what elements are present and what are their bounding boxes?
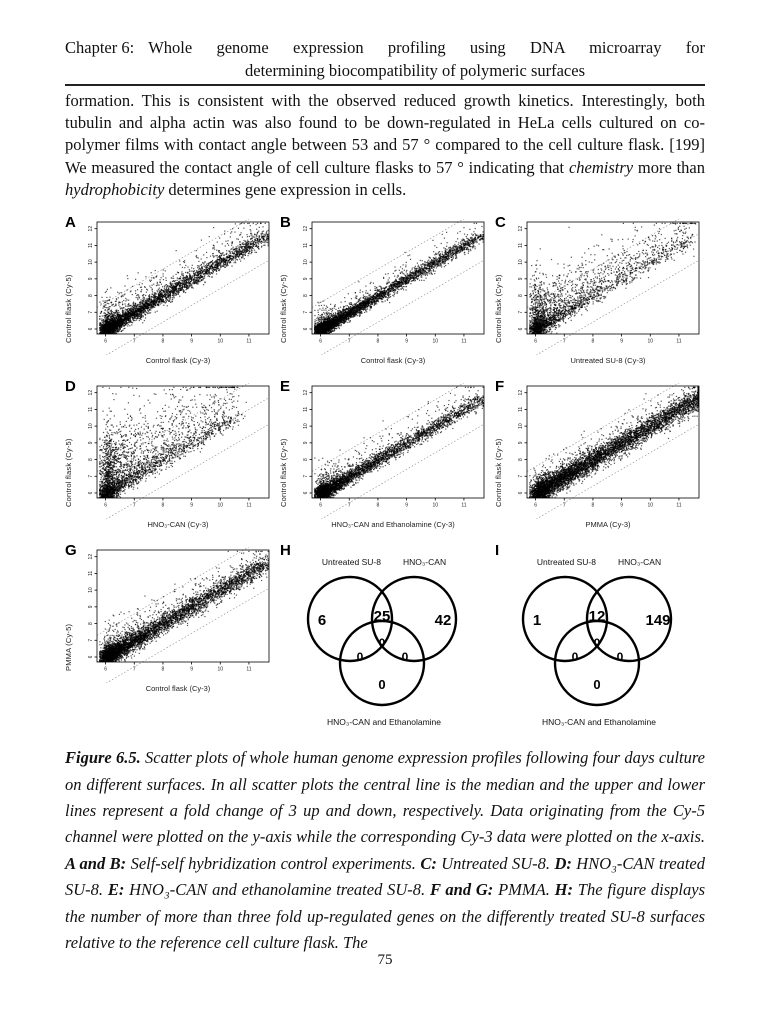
x-axis-label: Control flask (Cy-3) bbox=[360, 356, 426, 366]
page-content: Chapter 6: Whole genome expression profi… bbox=[63, 0, 705, 973]
figure-caption: Figure 6.5. Scatter plots of whole human… bbox=[65, 745, 705, 956]
body-paragraph: formation. This is consistent with the o… bbox=[65, 90, 705, 201]
venn-count-center: 0 bbox=[594, 636, 601, 650]
chapter-title-line1: Whole genome expression profiling using … bbox=[148, 38, 705, 57]
panel-letter: D bbox=[65, 378, 76, 396]
panel-letter: E bbox=[280, 378, 291, 396]
scatter-panel-C: C Control flask (Cy-5) Untreated SU-8 (Cy-… bbox=[493, 214, 705, 381]
text-segment: A and B: bbox=[65, 853, 131, 873]
panel-letter: A bbox=[65, 214, 76, 232]
scatter-panel-B: B Control flask (Cy-5) Control flask (Cy-3… bbox=[278, 214, 490, 381]
text-segment: Untreated SU-8. bbox=[441, 853, 555, 873]
x-axis-label: HNO₃-CAN (Cy-3) bbox=[147, 520, 209, 530]
chapter-header-line1: Chapter 6: Whole genome expression profi… bbox=[65, 36, 705, 59]
panel-letter: H bbox=[280, 542, 291, 560]
venn-right-set-label: HNO₃-CAN bbox=[617, 557, 662, 568]
venn-panel-I: I Untreated SU-8 HNO₃-CAN 1 12 149 0 0 0 0 HNO₃-CA… bbox=[493, 542, 705, 731]
x-axis-label: Control flask (Cy-3) bbox=[145, 356, 211, 366]
chapter-label: Chapter 6: bbox=[65, 38, 135, 57]
venn-circle-left bbox=[521, 576, 609, 663]
scatter-panel-E: E Control flask (Cy-5) HNO₃-CAN and Ethano… bbox=[278, 378, 490, 545]
venn-panel-H: H Untreated SU-8 HNO₃-CAN 6 25 42 0 0 0 0 HNO₃-CAN… bbox=[278, 542, 490, 731]
venn-count-right-bottom: 0 bbox=[617, 650, 624, 664]
scatter-panel-F: F Control flask (Cy-5) PMMA (Cy-3) bbox=[493, 378, 705, 545]
text-segment: F and G: bbox=[429, 880, 499, 900]
y-axis-label: PMMA (Cy-5) bbox=[64, 624, 73, 672]
venn-count-left-only: 1 bbox=[533, 612, 541, 629]
text-segment: HNO₃-CAN and ethanolamine treated SU-8. bbox=[129, 880, 430, 900]
scatter-panel-G: G PMMA (Cy-5) Control flask (Cy-3) bbox=[63, 542, 275, 709]
scatter-plot-canvas bbox=[79, 547, 273, 684]
venn-count-right-only: 42 bbox=[435, 612, 452, 629]
panel-letter: C bbox=[495, 214, 506, 232]
y-axis-label: Control flask (Cy-5) bbox=[64, 438, 73, 508]
page-number: 75 bbox=[377, 952, 393, 968]
x-axis-label: Untreated SU-8 (Cy-3) bbox=[570, 356, 646, 366]
y-axis-label: Control flask (Cy-5) bbox=[279, 438, 288, 508]
scatter-plot-canvas bbox=[509, 219, 703, 356]
venn-count-bottom-only: 0 bbox=[378, 677, 385, 692]
text-segment: determines gene expression in cells. bbox=[164, 179, 407, 199]
scatter-plot-canvas bbox=[509, 383, 703, 520]
venn-bottom-set-label: HNO₃-CAN and Ethanolamine bbox=[326, 717, 441, 728]
text-segment: The figure displays the number of more t… bbox=[65, 880, 705, 952]
venn-count-right-only: 149 bbox=[645, 612, 670, 629]
venn-count-bottom-only: 0 bbox=[593, 677, 600, 692]
scatter-plot-canvas bbox=[294, 219, 488, 356]
text-segment: hydrophobicity bbox=[65, 179, 165, 199]
x-axis-label: PMMA (Cy-3) bbox=[585, 520, 631, 530]
y-axis-label: Control flask (Cy-5) bbox=[64, 274, 73, 344]
text-segment: HNO₃-CAN treated SU-8. bbox=[65, 853, 706, 900]
text-segment: Figure 6.5. bbox=[65, 748, 146, 768]
y-axis-label: Control flask (Cy-5) bbox=[279, 274, 288, 344]
y-axis-label: Control flask (Cy-5) bbox=[494, 438, 503, 508]
panel-letter: G bbox=[65, 542, 77, 560]
venn-circle-bottom bbox=[553, 620, 641, 707]
venn-circle-left bbox=[306, 576, 394, 663]
panel-letter: I bbox=[495, 542, 500, 560]
panel-letter: F bbox=[495, 378, 505, 396]
scatter-plot-canvas bbox=[294, 383, 488, 520]
x-axis-label: Control flask (Cy-3) bbox=[145, 684, 211, 694]
venn-left-set-label: Untreated SU-8 bbox=[536, 557, 596, 568]
text-segment: Self-self hybridization control experime… bbox=[130, 853, 421, 873]
chapter-title-line2: determining biocompatibility of polymeri… bbox=[245, 61, 585, 81]
venn-count-left-right: 12 bbox=[589, 608, 606, 625]
text-segment: formation. This is consistent with the o… bbox=[65, 91, 705, 177]
venn-set-labels: Untreated SU-8 HNO₃-CAN bbox=[278, 557, 490, 567]
y-axis-label: Control flask (Cy-5) bbox=[494, 274, 503, 344]
text-segment: C: bbox=[420, 853, 442, 873]
panel-letter: B bbox=[280, 214, 291, 232]
text-segment: D: bbox=[554, 853, 577, 873]
venn-circle-right bbox=[585, 576, 673, 663]
x-axis-label: HNO₃-CAN and Ethanolamine (Cy-3) bbox=[331, 520, 455, 530]
venn-set-labels: Untreated SU-8 HNO₃-CAN bbox=[493, 557, 705, 567]
scatter-panel-D: D Control flask (Cy-5) HNO₃-CAN (Cy-3) bbox=[63, 378, 275, 545]
venn-left-set-label: Untreated SU-8 bbox=[321, 557, 381, 568]
venn-circle-bottom bbox=[338, 620, 426, 707]
figure-panels: A Control flask (Cy-5) Control flask (Cy-3… bbox=[63, 214, 705, 731]
venn-bottom-set-label: HNO₃-CAN and Ethanolamine bbox=[541, 717, 656, 728]
text-segment: more than bbox=[633, 157, 705, 177]
scatter-plot-canvas bbox=[79, 383, 273, 520]
scatter-plot-canvas bbox=[79, 219, 273, 356]
text-segment: H: bbox=[554, 880, 578, 900]
text-segment: E: bbox=[107, 880, 130, 900]
venn-count-right-bottom: 0 bbox=[402, 650, 409, 664]
venn-count-left-bottom: 0 bbox=[572, 650, 579, 664]
venn-count-left-only: 6 bbox=[318, 612, 326, 629]
scatter-panel-A: A Control flask (Cy-5) Control flask (Cy-3… bbox=[63, 214, 275, 381]
venn-count-left-right: 25 bbox=[374, 608, 391, 625]
text-segment: Scatter plots of whole human genome expr… bbox=[65, 748, 706, 847]
venn-right-set-label: HNO₃-CAN bbox=[402, 557, 447, 568]
chapter-header: Chapter 6: Whole genome expression profi… bbox=[65, 36, 705, 87]
venn-circle-right bbox=[370, 576, 458, 663]
text-segment: PMMA. bbox=[498, 880, 555, 900]
venn-count-left-bottom: 0 bbox=[357, 650, 364, 664]
text-segment: chemistry bbox=[568, 157, 634, 177]
venn-count-center: 0 bbox=[379, 636, 386, 650]
